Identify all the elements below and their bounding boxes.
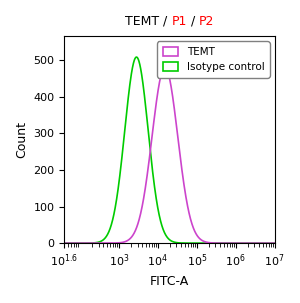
Text: P1: P1 — [171, 15, 187, 28]
Legend: TEMT, Isotype control: TEMT, Isotype control — [158, 42, 269, 78]
Text: /: / — [187, 15, 199, 28]
Text: TEMT: TEMT — [125, 15, 159, 28]
Text: /: / — [159, 15, 171, 28]
X-axis label: FITC-A: FITC-A — [150, 275, 189, 288]
Text: P2: P2 — [199, 15, 214, 28]
Y-axis label: Count: Count — [15, 121, 28, 158]
